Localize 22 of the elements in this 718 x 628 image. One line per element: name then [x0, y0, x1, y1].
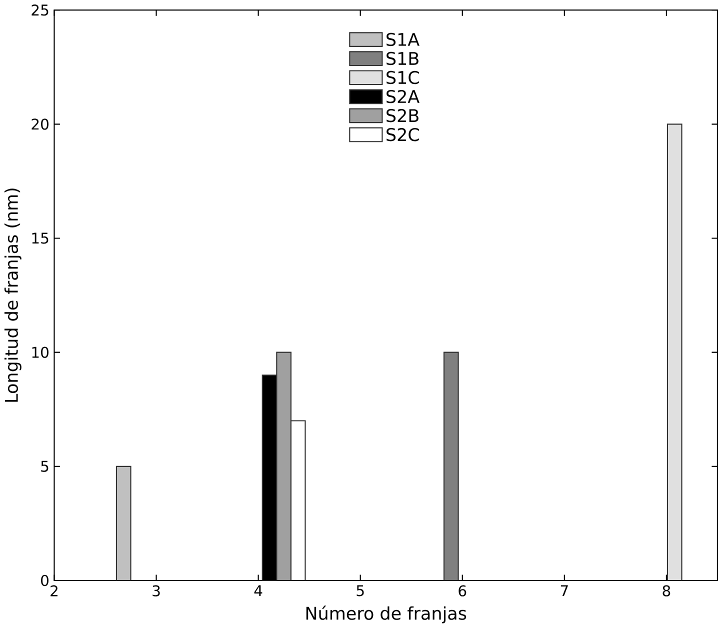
bar	[443, 352, 459, 581]
x-tick-label: 2	[50, 585, 58, 596]
legend-label: S1B	[386, 52, 418, 66]
x-axis-title: Número de franjas	[306, 606, 466, 624]
y-axis-title: Longitud de franjas (nm)	[4, 188, 22, 402]
y-tick-label: 10	[32, 346, 48, 358]
legend-label: S2B	[386, 109, 418, 122]
x-tick-label: 6	[458, 585, 466, 597]
x-tick-label: 8	[662, 585, 670, 597]
y-tick-label: 5	[41, 461, 48, 472]
y-tick-label: 0	[41, 575, 48, 586]
x-tick-label: 4	[254, 585, 262, 596]
legend-label: S2A	[386, 90, 420, 104]
y-tick-label: 20	[32, 118, 48, 130]
y-tick-label: 25	[32, 4, 48, 16]
legend-label: S1A	[386, 32, 420, 46]
x-tick-label: 7	[560, 585, 568, 596]
y-tick-label: 15	[32, 232, 48, 244]
x-tick-label: 5	[356, 585, 364, 596]
x-tick-label: 3	[152, 585, 160, 597]
legend-label: S2C	[386, 128, 419, 142]
legend-label: S1C	[386, 71, 419, 84]
